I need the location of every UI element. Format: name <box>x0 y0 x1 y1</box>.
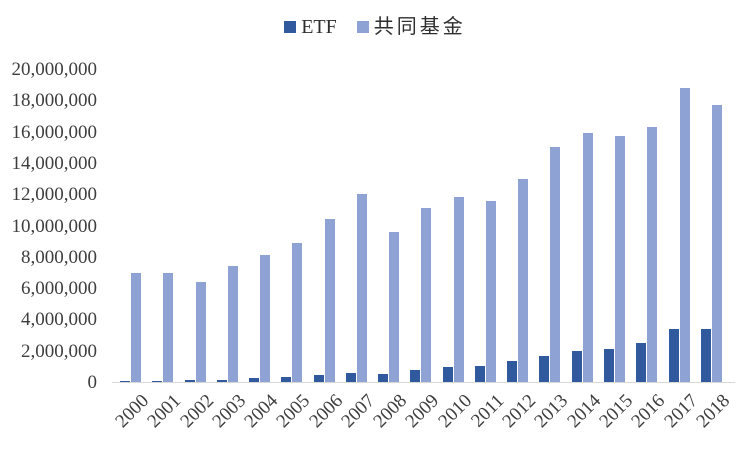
bar-mutual-fund-2004 <box>260 255 271 382</box>
bar-etf-2006 <box>313 375 324 382</box>
y-axis: 20,000,000 18,000,000 16,000,000 14,000,000… <box>0 59 98 393</box>
bar-mutual-fund-2018 <box>711 105 722 382</box>
bar-etf-2012 <box>507 361 518 382</box>
y-tick-label: 14,000,000 <box>11 152 98 174</box>
bar-etf-2013 <box>539 355 550 382</box>
bar-group-2009: 2009 <box>402 70 444 432</box>
chart-legend: ETF 共同基金 <box>0 17 750 37</box>
x-tick-label-2011: 2011 <box>466 390 509 432</box>
bar-group-2012: 2012 <box>499 70 540 432</box>
bar-group-2005: 2005 <box>273 70 314 432</box>
x-tick-label-2012: 2012 <box>498 390 541 433</box>
x-tick-label-2010: 2010 <box>434 390 476 433</box>
x-tick-label-2004: 2004 <box>240 390 283 433</box>
bar-mutual-fund-2010 <box>453 197 464 382</box>
x-tick-label-2014: 2014 <box>563 390 605 433</box>
x-tick-label-2009: 2009 <box>401 390 444 433</box>
bar-etf-2010 <box>442 366 453 382</box>
bar-mutual-fund-2016 <box>647 126 658 382</box>
bar-group-2013: 2013 <box>531 70 573 432</box>
bar-etf-2004 <box>249 378 260 382</box>
bar-etf-2016 <box>636 342 647 382</box>
bar-mutual-fund-2000 <box>131 272 141 382</box>
bar-group-2003: 2003 <box>208 70 250 432</box>
bar-group-2007: 2007 <box>337 70 379 432</box>
y-tick-label: 18,000,000 <box>11 90 98 112</box>
bar-etf-2017 <box>668 328 679 382</box>
legend-swatch-etf-icon <box>284 21 297 33</box>
bar-group-2015: 2015 <box>595 70 637 432</box>
y-tick-label: 10,000,000 <box>11 215 98 237</box>
x-tick-label-2008: 2008 <box>369 390 412 433</box>
bar-group-2002: 2002 <box>176 70 218 432</box>
bar-group-2004: 2004 <box>240 70 282 432</box>
bar-mutual-fund-2012 <box>518 178 529 382</box>
bar-group-2017: 2017 <box>660 70 702 432</box>
bar-mutual-fund-2017 <box>679 87 690 382</box>
bar-mutual-fund-2007 <box>356 194 367 382</box>
bar-group-2016: 2016 <box>628 70 669 432</box>
x-tick-label-2003: 2003 <box>208 390 250 433</box>
bar-mutual-fund-2015 <box>614 136 625 382</box>
x-tick-label-2016: 2016 <box>627 390 670 433</box>
bar-etf-2011 <box>474 365 485 382</box>
bar-mutual-fund-2001 <box>163 272 174 382</box>
x-tick-label-2018: 2018 <box>692 390 734 433</box>
y-tick-label: 16,000,000 <box>11 121 98 143</box>
bar-group-2006: 2006 <box>305 70 347 432</box>
bar-group-2018: 2018 <box>692 70 734 432</box>
bar-etf-2007 <box>345 372 356 382</box>
bar-group-2010: 2010 <box>434 70 476 432</box>
bar-group-2011: 2011 <box>467 70 508 432</box>
legend-label-mutual-fund: 共同基金 <box>373 16 466 38</box>
bar-mutual-fund-2008 <box>389 231 400 382</box>
bar-etf-2008 <box>378 373 389 382</box>
bar-mutual-fund-2003 <box>227 266 238 382</box>
bar-etf-2009 <box>410 369 421 382</box>
y-tick-label: 0 <box>87 372 98 393</box>
bar-mutual-fund-2002 <box>195 281 206 382</box>
x-tick-label-2000: 2000 <box>111 390 154 433</box>
bar-group-2001: 2001 <box>144 70 185 432</box>
x-tick-label-2002: 2002 <box>175 390 218 433</box>
bar-mutual-fund-2006 <box>324 219 335 382</box>
x-tick-label-2006: 2006 <box>305 390 347 433</box>
bar-etf-2018 <box>700 329 711 382</box>
bar-etf-2015 <box>603 349 614 382</box>
bar-mutual-fund-2014 <box>582 133 593 382</box>
bar-etf-2000 <box>120 380 130 382</box>
bar-group-2008: 2008 <box>370 70 411 432</box>
y-tick-label: 20,000,000 <box>11 59 98 80</box>
y-tick-label: 12,000,000 <box>11 184 98 206</box>
bar-mutual-fund-2013 <box>550 147 561 382</box>
x-tick-label-2007: 2007 <box>337 390 380 433</box>
bar-etf-2003 <box>216 379 227 382</box>
bar-etf-2002 <box>184 380 195 382</box>
bar-group-2000: 2000 <box>111 70 153 432</box>
bar-etf-2001 <box>152 380 163 382</box>
bar-etf-2005 <box>281 377 292 382</box>
y-tick-label: 2,000,000 <box>21 340 97 362</box>
bar-mutual-fund-2005 <box>292 242 303 382</box>
x-tick-label-2013: 2013 <box>530 390 573 433</box>
x-tick-label-2001: 2001 <box>143 390 186 433</box>
bar-mutual-fund-2009 <box>421 208 432 382</box>
legend-item-mutual-fund: 共同基金 <box>356 16 466 38</box>
bar-group-2014: 2014 <box>563 70 605 432</box>
legend-swatch-mutual-fund-icon <box>356 21 369 33</box>
bar-mutual-fund-2011 <box>485 200 496 382</box>
plot-area: 2000 2001 2002 2003 2004 2005 2006 2007 2008 2009… <box>111 70 735 432</box>
x-tick-label-2005: 2005 <box>272 390 315 433</box>
legend-label-etf: ETF <box>301 16 337 38</box>
y-tick-label: 8,000,000 <box>21 246 97 268</box>
legend-item-etf: ETF <box>284 17 337 37</box>
x-tick-label-2015: 2015 <box>595 390 638 433</box>
y-tick-label: 4,000,000 <box>21 309 97 331</box>
bar-etf-2014 <box>571 351 582 382</box>
y-tick-label: 6,000,000 <box>21 278 97 300</box>
x-tick-label-2017: 2017 <box>659 390 702 433</box>
